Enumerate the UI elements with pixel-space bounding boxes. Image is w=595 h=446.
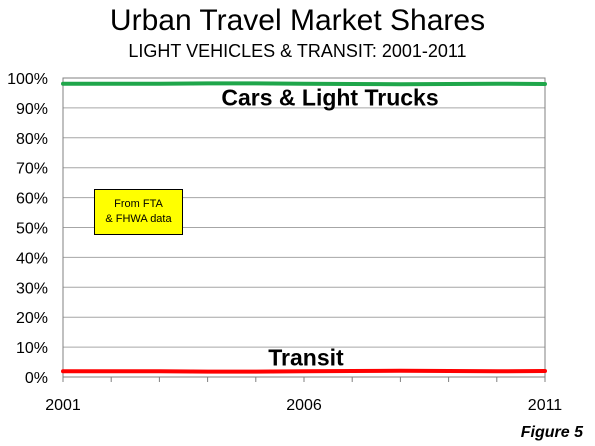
series-labels: Cars & Light Trucks Transit	[221, 85, 438, 371]
y-tick-label: 70%	[16, 161, 48, 178]
x-axis-ticks: 2001 2006 2011	[45, 377, 562, 414]
y-axis-ticks: 0% 10% 20% 30% 40% 50% 60% 70% 80% 90% 100%	[7, 71, 48, 387]
data-source-note: From FTA & FHWA data	[94, 189, 183, 235]
x-tick-label: 2006	[286, 397, 322, 414]
y-tick-label: 50%	[16, 221, 48, 238]
y-tick-label: 0%	[25, 370, 48, 387]
chart-subtitle: LIGHT VEHICLES & TRANSIT: 2001-2011	[128, 41, 467, 61]
series-label-transit: Transit	[268, 344, 344, 370]
y-tick-label: 80%	[16, 131, 48, 148]
data-source-note-line-2: & FHWA data	[105, 213, 172, 225]
series-line	[61, 368, 547, 374]
y-tick-label: 40%	[16, 250, 48, 267]
y-tick-label: 60%	[16, 191, 48, 208]
series-line	[61, 81, 547, 87]
y-tick-label: 100%	[7, 71, 48, 88]
chart-title: Urban Travel Market Shares	[109, 4, 486, 37]
y-tick-label: 30%	[16, 280, 48, 297]
y-tick-label: 10%	[16, 340, 48, 357]
x-tick-label: 2011	[528, 397, 563, 414]
y-tick-label: 90%	[16, 101, 48, 118]
y-tick-label: 20%	[16, 310, 48, 327]
x-tick-label: 2001	[45, 397, 81, 414]
series-lines	[61, 81, 547, 374]
figure-caption: Figure 5	[520, 424, 583, 441]
series-label-cars: Cars & Light Trucks	[221, 85, 438, 111]
data-source-note-line-1: From FTA	[114, 198, 163, 210]
